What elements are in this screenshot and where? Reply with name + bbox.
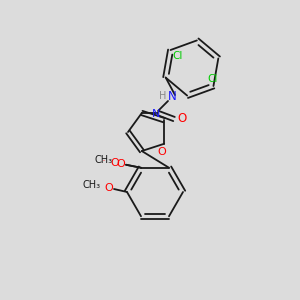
Text: O: O — [116, 159, 125, 169]
Text: N: N — [152, 109, 160, 119]
Text: O: O — [110, 158, 119, 168]
Text: O: O — [104, 183, 113, 193]
Text: Cl: Cl — [172, 51, 183, 61]
Text: CH₃: CH₃ — [83, 180, 101, 190]
Text: Cl: Cl — [207, 74, 218, 84]
Text: OCH₃: OCH₃ — [103, 160, 107, 161]
Text: O: O — [158, 147, 167, 157]
Text: N: N — [168, 89, 177, 103]
Text: CH₃: CH₃ — [95, 155, 113, 165]
Text: H: H — [159, 91, 166, 101]
Text: O: O — [177, 112, 186, 125]
